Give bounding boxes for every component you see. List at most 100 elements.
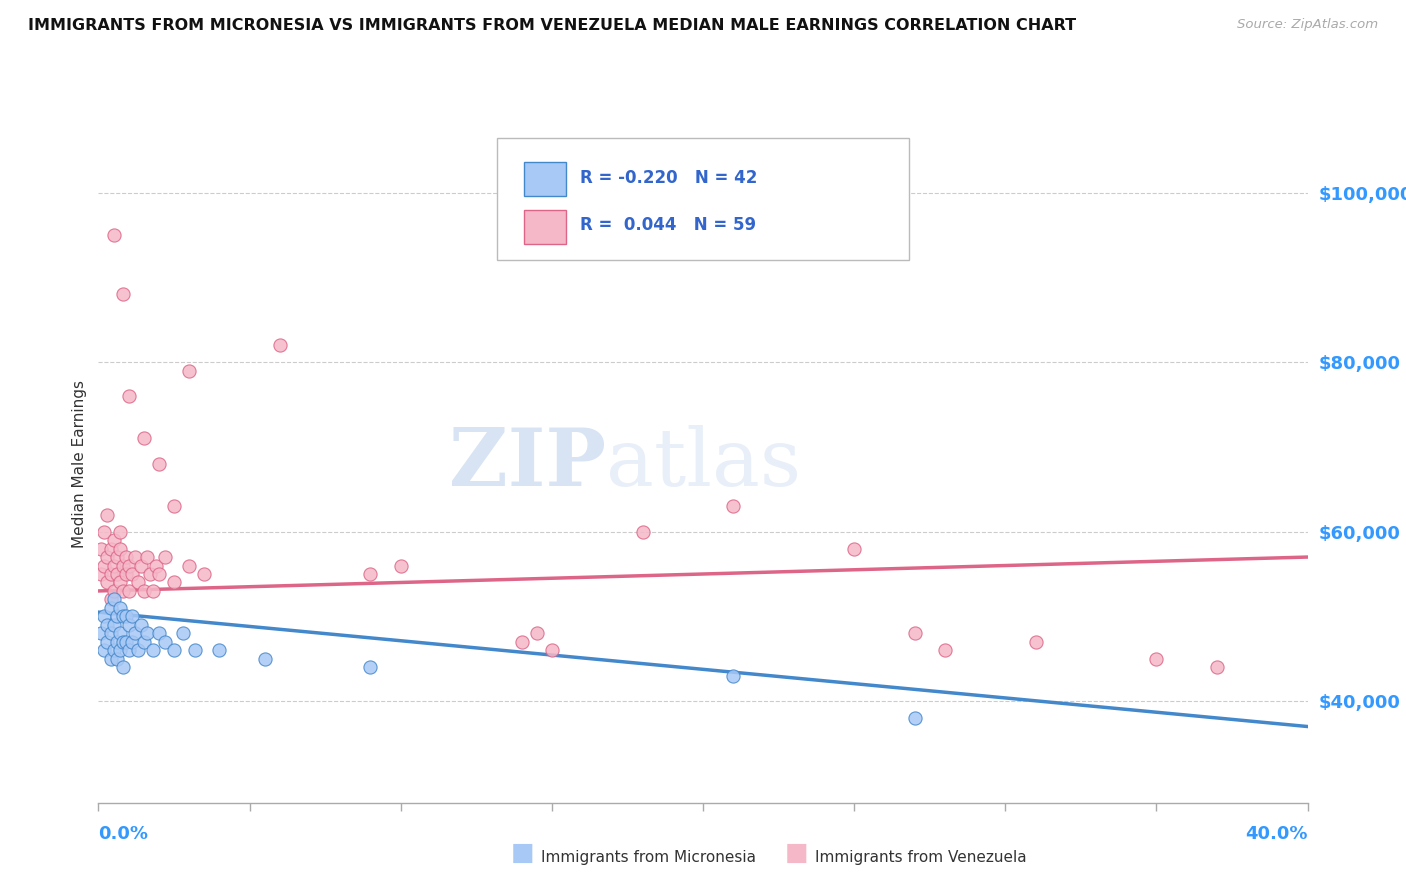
Point [90,567,112,582]
Point [118,643,141,657]
Point [153,635,176,649]
Point [105,549,128,565]
Point [360,660,382,674]
Point [142,643,165,657]
Point [121,567,143,582]
Point [100,592,122,607]
Text: 0.0%: 0.0% [98,825,149,843]
Point [103,533,125,547]
Point [96,617,118,632]
Point [148,567,170,582]
Point [139,567,162,582]
Point [93,643,115,657]
Point [108,626,131,640]
Text: ZIP: ZIP [450,425,606,503]
Point [90,541,112,556]
Point [148,457,170,471]
Point [108,575,131,590]
FancyBboxPatch shape [498,138,908,260]
Point [100,601,122,615]
Point [100,541,122,556]
Point [105,609,128,624]
Text: 40.0%: 40.0% [1246,825,1308,843]
Point [631,524,654,539]
Text: R = -0.220   N = 42: R = -0.220 N = 42 [579,169,756,186]
Point [1206,660,1229,674]
Point [105,635,128,649]
Point [108,643,131,657]
Point [118,558,141,573]
Point [721,669,744,683]
Point [934,643,956,657]
Point [129,617,152,632]
Point [127,643,149,657]
Point [721,499,744,513]
Point [132,432,155,446]
Point [1024,635,1046,649]
Point [177,558,201,573]
Text: Immigrants from Venezuela: Immigrants from Venezuela [815,850,1028,865]
Point [100,567,122,582]
Y-axis label: Median Male Earnings: Median Male Earnings [72,380,87,548]
Text: ■: ■ [785,841,808,865]
Point [177,364,201,378]
Point [100,651,122,665]
Point [93,558,115,573]
Point [121,635,143,649]
FancyBboxPatch shape [524,162,567,196]
Point [114,549,136,565]
Point [96,508,118,522]
Point [96,635,118,649]
Text: IMMIGRANTS FROM MICRONESIA VS IMMIGRANTS FROM VENEZUELA MEDIAN MALE EARNINGS COR: IMMIGRANTS FROM MICRONESIA VS IMMIGRANTS… [28,18,1076,33]
Point [114,567,136,582]
Point [103,227,125,242]
Text: Immigrants from Micronesia: Immigrants from Micronesia [541,850,756,865]
Point [118,389,141,403]
Point [111,558,134,573]
Point [269,338,291,352]
Point [111,287,134,301]
Text: Source: ZipAtlas.com: Source: ZipAtlas.com [1237,18,1378,31]
Point [129,558,152,573]
Point [360,567,382,582]
Point [93,524,115,539]
Point [111,635,134,649]
Point [844,541,866,556]
Point [103,643,125,657]
Point [103,617,125,632]
Point [111,583,134,598]
Point [121,609,143,624]
Point [127,575,149,590]
Point [108,524,131,539]
Point [96,549,118,565]
Text: atlas: atlas [606,425,801,503]
Point [96,575,118,590]
Text: R =  0.044   N = 59: R = 0.044 N = 59 [579,216,756,235]
Point [142,583,165,598]
Point [100,626,122,640]
Point [90,626,112,640]
Point [132,583,155,598]
FancyBboxPatch shape [524,210,567,244]
Point [148,626,170,640]
Point [103,583,125,598]
Point [108,601,131,615]
Point [904,626,927,640]
Point [118,583,141,598]
Point [135,626,157,640]
Point [904,711,927,725]
Point [135,549,157,565]
Point [172,626,194,640]
Point [105,567,128,582]
Point [103,558,125,573]
Text: ■: ■ [510,841,534,865]
Point [163,499,186,513]
Point [163,643,186,657]
Point [111,660,134,674]
Point [193,567,215,582]
Point [132,635,155,649]
Point [145,558,167,573]
Point [103,592,125,607]
Point [540,643,562,657]
Point [184,643,207,657]
